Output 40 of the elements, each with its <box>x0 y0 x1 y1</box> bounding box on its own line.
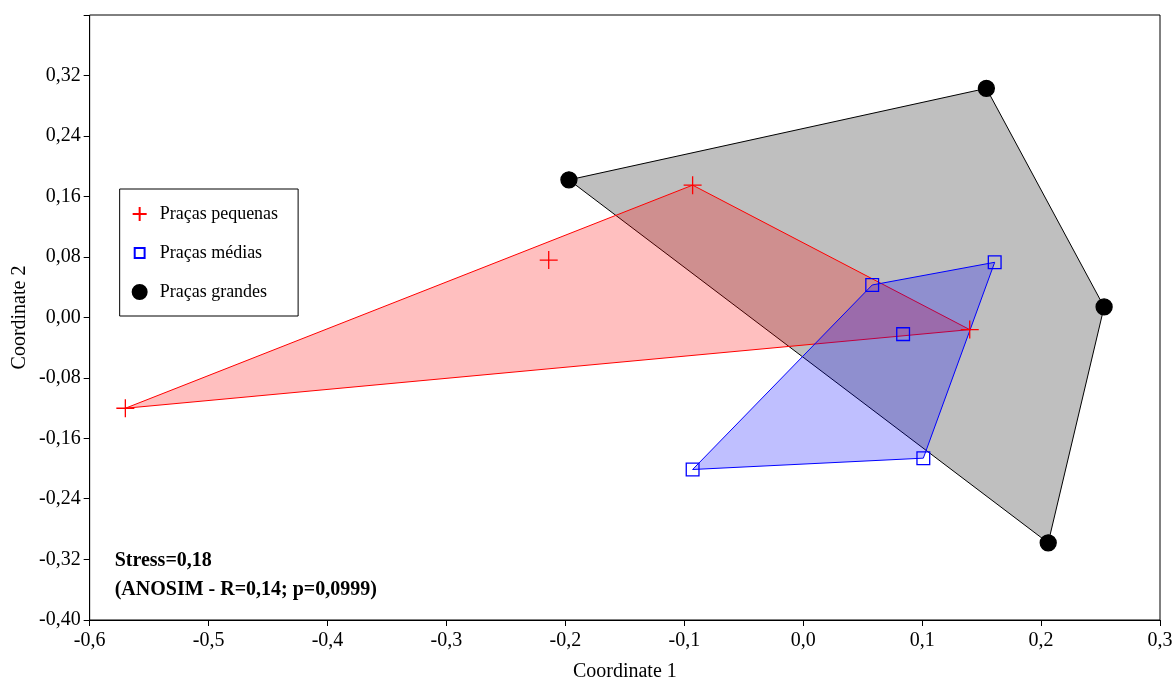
x-tick-label: 0,1 <box>909 628 935 651</box>
point <box>916 451 931 466</box>
x-tick-label: 0,0 <box>790 628 816 651</box>
point <box>987 255 1002 270</box>
legend-label: Praças médias <box>159 241 263 262</box>
point <box>960 319 980 340</box>
point <box>865 277 880 292</box>
point <box>539 250 559 270</box>
x-axis-title: Coordinate 1 <box>572 659 677 682</box>
x-tick-label: -0,2 <box>549 628 582 651</box>
y-tick-label: -0,40 <box>38 607 81 630</box>
x-tick-label: -0,5 <box>192 628 225 651</box>
point <box>1095 298 1113 316</box>
x-tick-label: 0,2 <box>1028 628 1054 651</box>
y-tick-label: -0,16 <box>38 425 81 448</box>
point <box>560 171 578 189</box>
point <box>1039 534 1057 552</box>
y-tick-label: 0,08 <box>45 244 81 267</box>
y-tick-label: 0,00 <box>45 304 81 327</box>
x-tick-label: 0,3 <box>1147 628 1173 651</box>
x-tick-label: -0,1 <box>668 628 701 651</box>
legend-label: Praças grandes <box>159 280 268 301</box>
point <box>115 398 135 418</box>
y-axis-title: Coordinate 2 <box>7 265 30 370</box>
point <box>682 175 703 195</box>
x-tick-label: -0,6 <box>73 628 106 651</box>
legend-label: Praças pequenas <box>159 202 279 223</box>
y-tick-label: -0,08 <box>38 365 81 388</box>
point <box>685 462 700 477</box>
y-tick-label: -0,32 <box>38 546 81 569</box>
x-tick-label: -0,3 <box>430 628 463 651</box>
annotation: Stress=0,18 <box>114 548 212 570</box>
annotation: (ANOSIM - R=0,14; p=0,0999) <box>114 577 377 600</box>
x-tick-label: -0,4 <box>311 628 344 651</box>
y-tick-label: 0,32 <box>45 62 81 85</box>
point <box>977 79 996 98</box>
y-tick-label: 0,16 <box>45 183 81 206</box>
point <box>896 327 911 342</box>
y-tick-label: -0,24 <box>38 486 81 509</box>
y-tick-label: 0,24 <box>45 123 81 146</box>
